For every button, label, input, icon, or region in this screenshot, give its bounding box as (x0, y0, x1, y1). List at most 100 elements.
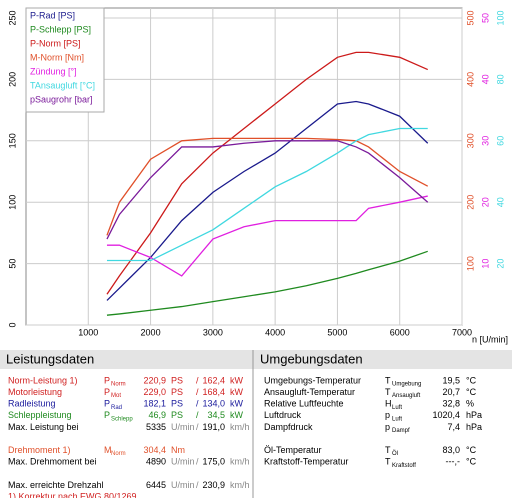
row-value: 19,5 (442, 375, 460, 385)
row-subscript: Luft (392, 405, 402, 411)
row-unit: °C (466, 375, 477, 385)
row-subscript: Norm (111, 451, 126, 457)
row-value: 220,9 (143, 375, 166, 385)
row-value: 32,8 (442, 399, 460, 409)
x-tick-label: 5000 (327, 327, 347, 337)
x-tick-label: 2000 (141, 327, 161, 337)
x-tick-label: 1000 (78, 327, 98, 337)
row-unit: °C (466, 445, 477, 455)
y-tick-label: 150 (7, 133, 17, 148)
row-label: Öl-Temperatur (264, 445, 322, 455)
row-separator: / (196, 375, 199, 385)
row-value: 7,4 (447, 422, 460, 432)
row-value: 20,7 (442, 387, 460, 397)
legend-entry: P-Schlepp [PS] (30, 24, 91, 34)
y-tick-label: 40 (495, 197, 505, 207)
row-value: 175,0 (202, 457, 225, 467)
row-symbol: P (104, 399, 110, 409)
right-title: Umgebungsdaten (260, 351, 363, 366)
row-label: Max. Drehmoment bei (8, 457, 97, 467)
row-value: 230,9 (202, 480, 225, 490)
left-title: Leistungsdaten (6, 351, 94, 366)
series-line (106, 137, 429, 236)
y-tick-label: 20 (480, 197, 490, 207)
row-symbol: T (385, 387, 391, 397)
note: 1) Korrektur nach EWG 80/1269 (8, 491, 137, 498)
row-unit: Nm (171, 445, 185, 455)
row-unit: km/h (230, 457, 250, 467)
row-label: Drehmoment 1) (8, 445, 71, 455)
row-unit: U/min (171, 480, 195, 490)
series-line (106, 250, 428, 316)
row-symbol: P (104, 375, 110, 385)
y-tick-label: 500 (465, 10, 475, 25)
row-subscript: Schlepp (111, 416, 133, 422)
row-separator: / (196, 422, 199, 432)
row-label: Max. Leistung bei (8, 422, 79, 432)
row-value: 6445 (146, 480, 166, 490)
row-value: 134,0 (202, 399, 225, 409)
row-value: 191,0 (202, 422, 225, 432)
y-tick-label: 200 (465, 195, 475, 210)
y-tick-label: 60 (495, 136, 505, 146)
y-tick-label: 10 (480, 259, 490, 269)
row-value: 304,4 (143, 445, 166, 455)
legend-entry: M-Norm [Nm] (30, 52, 84, 62)
row-separator: / (196, 410, 199, 420)
row-symbol: H (385, 399, 392, 409)
row-symbol: M (104, 445, 112, 455)
row-symbol: p (385, 422, 390, 432)
row-subscript: Luft (392, 416, 402, 422)
row-symbol: T (385, 445, 391, 455)
y-tick-label: 40 (480, 74, 490, 84)
legend-entry: P-Rad [PS] (30, 10, 75, 20)
y-tick-label: 100 (7, 195, 17, 210)
row-value: ---,- (446, 457, 461, 467)
row-unit: kW (230, 399, 244, 409)
row-unit: U/min (171, 422, 195, 432)
y-tick-label: 200 (7, 72, 17, 87)
row-value: 1020,4 (432, 410, 460, 420)
row-unit: PS (171, 375, 183, 385)
legend-entry: P-Norm [PS] (30, 38, 81, 48)
row-unit: kW (230, 410, 244, 420)
table-header (0, 350, 512, 369)
row-symbol: P (104, 410, 110, 420)
row-separator: / (196, 387, 199, 397)
row-unit: km/h (230, 422, 250, 432)
y-tick-label: 100 (495, 10, 505, 25)
y-tick-label: 400 (465, 72, 475, 87)
row-unit: U/min (171, 457, 195, 467)
series-line (106, 140, 429, 240)
row-unit: PS (171, 399, 183, 409)
row-value: 83,0 (442, 445, 460, 455)
legend-entry: pSaugrohr [bar] (30, 94, 93, 104)
row-label: Kraftstoff-Temperatur (264, 457, 348, 467)
row-label: Relative Luftfeuchte (264, 399, 344, 409)
row-label: Luftdruck (264, 410, 302, 420)
y-tick-label: 50 (7, 259, 17, 269)
row-subscript: Dampf (392, 428, 410, 434)
row-label: Dampfdruck (264, 422, 313, 432)
row-unit: km/h (230, 480, 250, 490)
x-tick-label: 3000 (203, 327, 223, 337)
y-tick-label: 0 (7, 322, 17, 327)
row-separator: / (196, 399, 199, 409)
y-tick-label: 100 (465, 256, 475, 271)
row-value: 34,5 (207, 410, 225, 420)
series-line (106, 195, 428, 277)
legend-entry: TAnsaugluft [°C] (30, 80, 95, 90)
row-unit: hPa (466, 410, 482, 420)
row-subscript: Mot (111, 393, 121, 399)
series-line (106, 127, 428, 262)
y-tick-label: 250 (7, 10, 17, 25)
row-value: 229,0 (143, 387, 166, 397)
row-label: Norm-Leistung 1) (8, 375, 78, 385)
row-value: 168,4 (202, 387, 225, 397)
row-label: Schleppleistung (8, 410, 72, 420)
row-value: 46,9 (148, 410, 166, 420)
y-tick-label: 80 (495, 74, 505, 84)
row-subscript: Rad (111, 405, 122, 411)
row-label: Ansaugluft-Temperatur (264, 387, 355, 397)
row-unit: PS (171, 387, 183, 397)
